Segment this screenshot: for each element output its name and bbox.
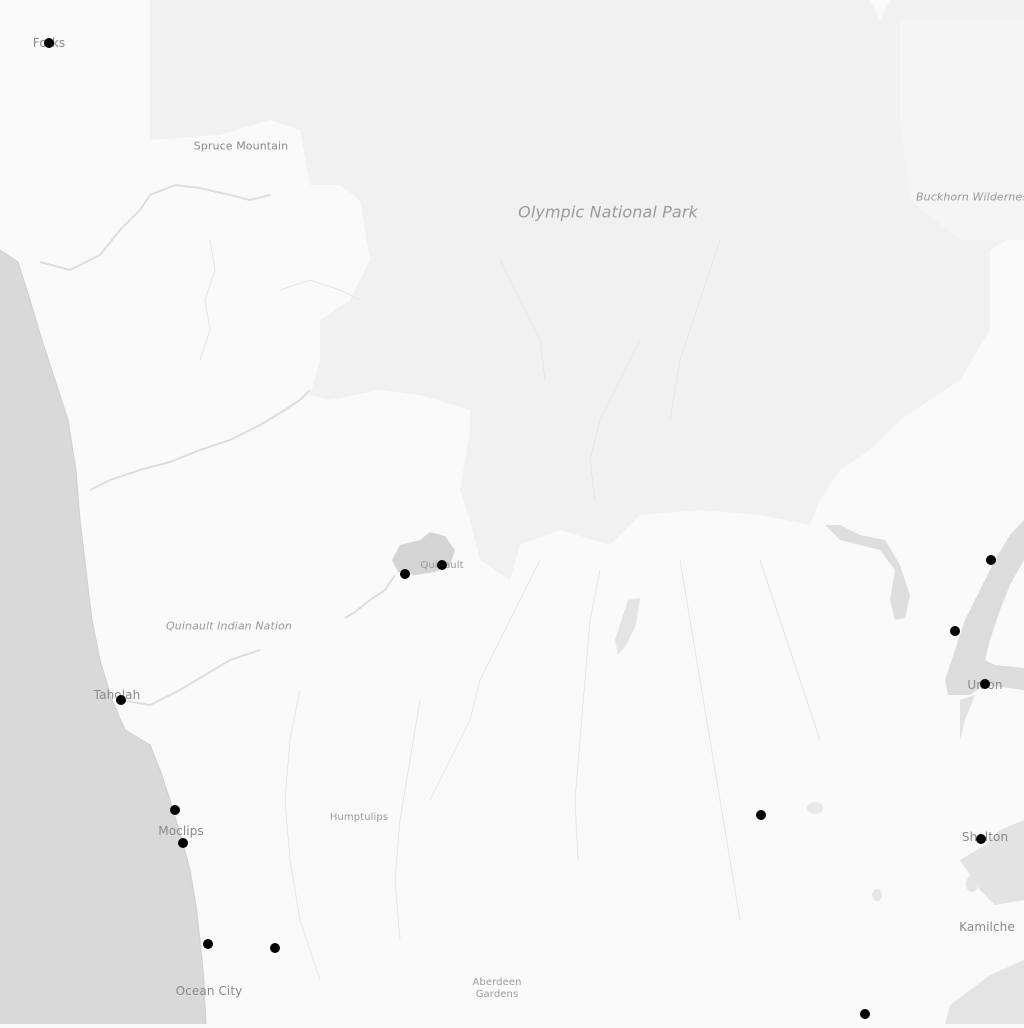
map-marker[interactable] xyxy=(203,939,213,949)
map-marker-quinault[interactable] xyxy=(437,560,447,570)
taholah-river xyxy=(119,649,261,707)
map-marker[interactable] xyxy=(170,805,180,815)
quinault-river xyxy=(344,574,396,619)
stream xyxy=(199,239,216,361)
stream xyxy=(574,569,601,861)
map-marker-moclips[interactable] xyxy=(178,838,188,848)
wilderness-label-buckhorn: Buckhorn Wilderness xyxy=(916,190,1024,204)
queets-river xyxy=(89,389,311,491)
map-marker[interactable] xyxy=(756,810,766,820)
stream xyxy=(429,559,541,801)
small-lake xyxy=(966,876,978,892)
pacific-ocean xyxy=(0,250,206,1024)
coastline xyxy=(0,249,207,1025)
place-label-kamilche: Kamilche xyxy=(959,920,1015,934)
aberdeen-gardens-line2: Gardens xyxy=(475,989,519,1000)
river-network xyxy=(39,183,396,707)
stream xyxy=(679,559,741,921)
map-marker-taholah[interactable] xyxy=(116,695,126,705)
place-label-moclips: Moclips xyxy=(158,824,204,838)
place-label-aberdeen-gardens: Aberdeen Gardens xyxy=(472,977,521,1001)
small-lake xyxy=(807,802,823,814)
stream xyxy=(669,239,721,421)
olympic-national-park-area xyxy=(150,0,1024,580)
hoh-river xyxy=(39,183,271,272)
map-marker-union[interactable] xyxy=(980,679,990,689)
region-label-quinault-indian-nation: Quinault Indian Nation xyxy=(166,619,292,633)
bay-water-southeast xyxy=(945,960,1024,1024)
map-marker[interactable] xyxy=(270,943,280,953)
place-label-taholah: Taholah xyxy=(94,688,141,702)
buckhorn-wilderness-area xyxy=(900,20,1024,240)
small-lake xyxy=(872,889,882,901)
inlet-water xyxy=(825,525,910,620)
park-label-olympic-national-park: Olympic National Park xyxy=(518,202,698,222)
stream xyxy=(279,279,361,301)
hood-canal xyxy=(945,520,1024,695)
place-label-ocean-city: Ocean City xyxy=(175,984,243,998)
map-marker-forks[interactable] xyxy=(44,38,54,48)
place-label-humptulips: Humptulips xyxy=(329,812,389,823)
map-marker[interactable] xyxy=(986,555,996,565)
bay-water xyxy=(960,695,975,740)
stream xyxy=(284,689,321,981)
map-marker-shelton[interactable] xyxy=(976,834,986,844)
peak-label-spruce-mountain: Spruce Mountain xyxy=(193,139,289,153)
map-marker[interactable] xyxy=(950,626,960,636)
stream-network xyxy=(199,239,821,981)
map-marker[interactable] xyxy=(400,569,410,579)
small-lake xyxy=(615,598,640,655)
aberdeen-gardens-line1: Aberdeen xyxy=(472,977,522,988)
map-marker[interactable] xyxy=(860,1009,870,1019)
stream xyxy=(394,699,421,941)
stream xyxy=(589,339,641,501)
stream xyxy=(759,559,821,741)
stream xyxy=(499,259,546,381)
